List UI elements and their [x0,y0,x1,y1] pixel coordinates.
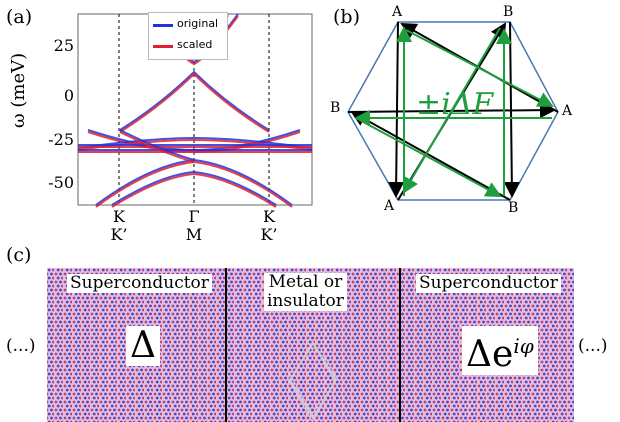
black-arrow-1 [388,21,405,198]
center-gap-label: ±iΔF [416,87,494,122]
legend: original scaled [148,12,228,60]
band-scaled-0 [119,72,270,133]
green-arrow-2 [402,27,501,194]
band-original-2 [77,136,313,149]
xtick-k-right: K K’ [251,208,287,244]
band-scaled-9 [119,131,195,163]
region-label-middle-line2: insulator [267,291,344,311]
black-arrow-4 [350,111,511,201]
band-original-8 [111,170,277,206]
green-arrow-6 [405,29,554,107]
unit-cell-outline [288,341,338,420]
legend-label-scaled: scaled [177,38,213,51]
vertex-top-right: B [503,4,514,20]
ellipsis-left: (...) [6,336,36,356]
region-label-left: Superconductor [67,274,212,293]
panel-c-label: (c) [6,244,32,266]
delta-right-phase: iφ [513,334,534,358]
vertex-right: A [562,103,573,119]
legend-swatch-original [153,24,173,27]
ytick-0: 0 [63,86,74,105]
xtick-k-left-top: K [113,207,125,226]
legend-swatch-scaled [153,45,173,48]
delta-left: Δ [126,326,160,366]
xtick-k-left: K K’ [101,208,137,244]
ellipsis-right: (...) [578,336,608,356]
region-label-middle-line1: Metal or [268,272,343,292]
black-arrow-3 [503,21,520,198]
xtick-gamma-bottom: M [185,225,203,244]
xtick-k-left-bottom: K’ [110,225,128,244]
band-original-9 [119,129,195,161]
legend-item-original: original [149,16,227,34]
vertex-bottom-left: A [384,198,395,214]
green-arrow-4 [355,117,502,197]
xtick-gamma: Γ M [176,208,212,244]
ytick-neg25: -25 [48,130,74,149]
panel-b-label: (b) [333,6,360,28]
legend-item-scaled: scaled [149,37,227,55]
ytick-25: 25 [53,36,74,55]
legend-label-original: original [177,17,219,30]
band-scaled-8 [111,172,277,208]
green-arrows [354,26,554,197]
ytick-neg50: -50 [48,173,74,192]
xtick-k-right-bottom: K’ [260,225,278,244]
delta-right: Δeiφ [462,326,538,375]
xtick-k-right-top: K [263,207,275,226]
vertex-left: B [330,100,341,116]
delta-right-base: Δe [466,334,514,375]
region-label-right: Superconductor [416,274,561,293]
xtick-gamma-top: Γ [188,207,200,226]
band-original-0 [119,70,270,131]
panel-a-label: (a) [6,6,33,28]
vertex-top-left: A [392,4,403,20]
vertex-bottom-right: B [508,200,519,216]
region-label-middle: Metal or insulator [264,273,347,311]
